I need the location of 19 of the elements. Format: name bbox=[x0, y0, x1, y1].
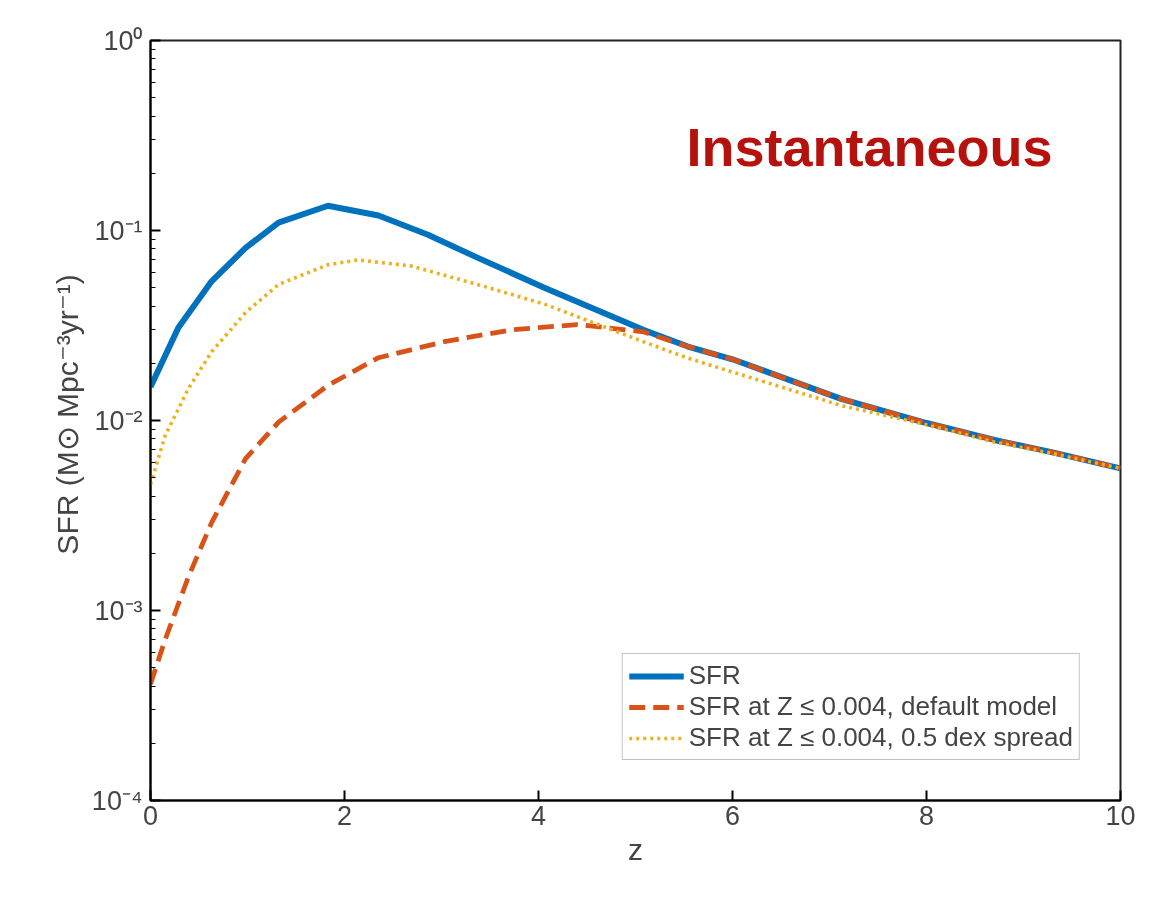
line-series bbox=[150, 258, 1121, 487]
y-axis-title: SFR (M⊙ Mpc⁻³yr⁻¹) bbox=[50, 274, 84, 555]
annotation: Instantaneous bbox=[686, 116, 1053, 177]
legend-label: SFR at Z ≤ 0.004, 0.5 dex spread bbox=[688, 722, 1073, 753]
legend-label: SFR at Z ≤ 0.004, default model bbox=[688, 691, 1058, 722]
x-tick-label: 8 bbox=[918, 800, 935, 831]
y-tick-label: 10⁻² bbox=[94, 405, 143, 436]
x-tick-label: 2 bbox=[336, 800, 353, 831]
y-tick-label: 10⁻⁴ bbox=[91, 785, 143, 816]
y-tick-label: 10⁰ bbox=[103, 25, 143, 56]
x-axis-title: z bbox=[628, 832, 643, 866]
x-tick-label: 6 bbox=[724, 800, 741, 831]
legend-label: SFR bbox=[688, 660, 741, 691]
line-series bbox=[150, 322, 1121, 687]
x-tick-label: 0 bbox=[142, 800, 159, 831]
y-tick-label: 10⁻¹ bbox=[94, 215, 143, 246]
y-tick-label: 10⁻³ bbox=[94, 595, 143, 626]
x-tick-label: 10 bbox=[1105, 800, 1136, 831]
x-tick-label: 4 bbox=[530, 800, 547, 831]
